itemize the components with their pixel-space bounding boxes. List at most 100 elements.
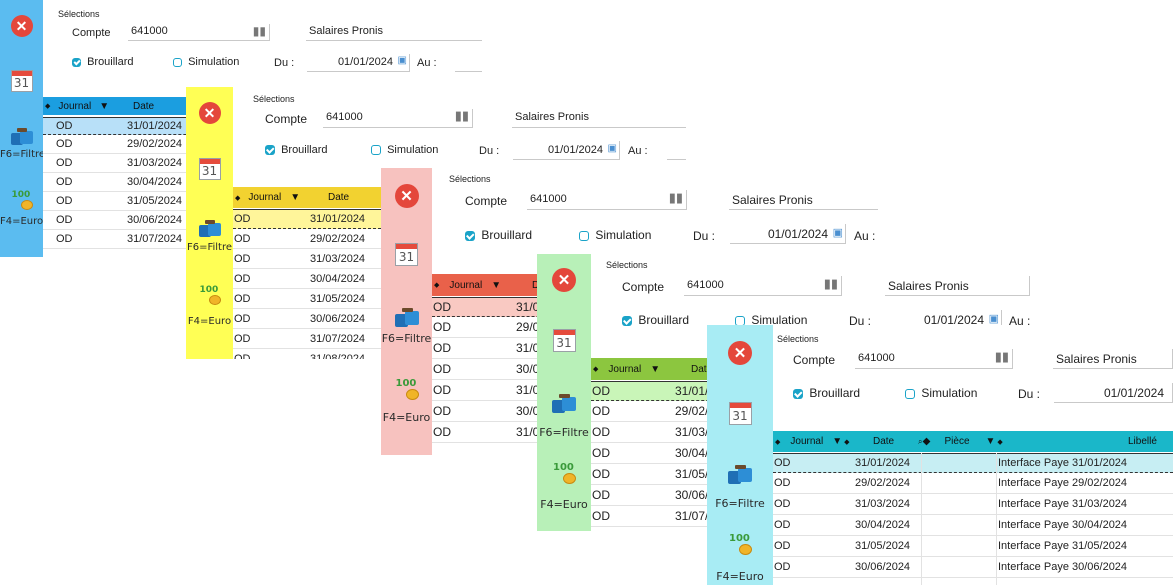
close-icon: ✕ [198, 102, 221, 124]
header-date[interactable]: Date [328, 192, 350, 203]
header-journal[interactable]: ◆ Journal ▼ [45, 100, 110, 112]
euro-button[interactable]: 100 F4=Euro [0, 190, 43, 227]
sidebar: ✕ 31 F6=Filtre 100 F4=Euro [537, 254, 591, 531]
compte-input[interactable]: 641000 ▮▮ [855, 349, 1013, 369]
simulation-checkbox[interactable]: Simulation [579, 228, 651, 242]
checkbox-unchecked [371, 145, 381, 156]
close-icon: ✕ [728, 341, 752, 365]
checkbox-unchecked [173, 57, 182, 67]
au-label: Au : [628, 145, 648, 157]
au-date-input[interactable] [667, 141, 686, 160]
close-button[interactable]: ✕ [0, 15, 43, 37]
brouillard-checkbox[interactable]: Brouillard [72, 56, 134, 68]
header-date[interactable]: Date [133, 100, 155, 112]
sidebar: ✕ 31 F6=Filtre 100 F4=Euro [707, 325, 773, 585]
binoculars-icon[interactable]: ▮▮ [252, 24, 266, 38]
close-button[interactable]: ✕ [381, 184, 432, 208]
table-row[interactable]: OD 30/06/2024 Interface Paye 30/06/2024 [773, 557, 1173, 578]
table-row[interactable]: OD 31/08/2024 [233, 349, 686, 360]
calendar-picker-icon[interactable]: ▣ [607, 143, 617, 154]
binoculars-icon[interactable]: ▮▮ [994, 350, 1009, 365]
close-button[interactable]: ✕ [707, 341, 773, 365]
filter-button[interactable]: F6=Filtre [381, 308, 432, 345]
header-journal[interactable]: ◆ Journal ▼ [593, 363, 661, 375]
calendar-button[interactable]: 31 [707, 402, 773, 425]
close-button[interactable]: ✕ [186, 102, 233, 124]
brouillard-checkbox[interactable]: Brouillard [622, 313, 689, 327]
header-libelle[interactable]: Libellé [1128, 436, 1157, 447]
header-piece[interactable]: ⌕◆ Pièce ▼ ◆ [918, 436, 1003, 447]
binoculars-icon[interactable]: ▮▮ [823, 277, 838, 292]
euro-label: F4=Euro [382, 411, 431, 424]
simulation-checkbox[interactable]: Simulation [905, 386, 977, 400]
filter-label: F6=Filtre [186, 242, 233, 253]
header-date[interactable]: Date [873, 436, 895, 447]
table-row[interactable]: OD 31/03/2024 Interface Paye 31/03/2024 [773, 494, 1173, 515]
compte-input[interactable]: 641000 ▮▮ [527, 190, 687, 210]
checkbox-unchecked [905, 388, 915, 399]
selections-label: Sélections [606, 260, 648, 270]
table-row[interactable]: OD 31/05/2024 Interface Paye 31/05/2024 [773, 536, 1173, 557]
euro-button[interactable]: 100 F4=Euro [186, 285, 233, 327]
brouillard-checkbox[interactable]: Brouillard [265, 144, 328, 156]
du-date-input[interactable]: 01/01/2024 ▣ [307, 54, 410, 72]
simulation-checkbox[interactable]: Simulation [173, 56, 239, 68]
header-journal[interactable]: ◆ Journal ▼ [434, 279, 502, 291]
column-divider [996, 453, 997, 585]
filter-label: F6=Filtre [539, 426, 589, 439]
table-row[interactable]: OD 29/02/2024 Interface Paye 29/02/2024 [773, 473, 1173, 494]
brouillard-checkbox[interactable]: Brouillard [793, 386, 860, 400]
checkbox-checked [72, 57, 81, 67]
compte-name-field: Salaires Pronis [729, 190, 878, 210]
sidebar: ✕ 31 F6=Filtre 100 F4=Euro [381, 168, 432, 455]
binoculars-icon[interactable]: ▮▮ [668, 191, 683, 206]
au-date-input[interactable] [455, 54, 482, 72]
brouillard-checkbox[interactable]: Brouillard [465, 228, 532, 242]
calendar-icon: 31 [552, 329, 576, 352]
filter-icon [198, 220, 221, 238]
compte-label: Compte [465, 194, 508, 208]
calendar-picker-icon[interactable]: ▣ [397, 55, 407, 66]
du-date-input[interactable]: 01/01/2024 ▣ [513, 141, 620, 160]
euro-button[interactable]: 100 F4=Euro [381, 378, 432, 424]
compte-name-field: Salaires Pronis [512, 109, 686, 128]
compte-input[interactable]: 641000 ▮▮ [684, 276, 842, 296]
calendar-icon: 31 [198, 158, 221, 180]
compte-input[interactable]: 641000 ▮▮ [323, 109, 473, 128]
compte-name-field: Salaires Pronis [885, 276, 1030, 296]
calendar-button[interactable]: 31 [381, 243, 432, 266]
table-row-selected[interactable]: OD 31/01/2024 Interface Paye 31/01/2024 [773, 453, 1173, 473]
selections-label: Sélections [58, 9, 100, 19]
du-date-input[interactable]: 01/01/2024 [1054, 383, 1173, 403]
close-icon: ✕ [394, 184, 419, 208]
filter-button[interactable]: F6=Filtre [0, 128, 46, 160]
filter-label: F6=Filtre [0, 149, 46, 160]
calendar-picker-icon[interactable]: ▣ [832, 227, 843, 239]
simulation-checkbox[interactable]: Simulation [371, 144, 438, 156]
compte-name-field: Salaires Pronis [306, 24, 482, 41]
compte-label: Compte [622, 280, 665, 294]
euro-icon: 100 [552, 462, 576, 484]
close-button[interactable]: ✕ [537, 268, 591, 292]
calendar-picker-icon[interactable]: ▣ [988, 313, 999, 325]
euro-icon: 100 [395, 378, 419, 400]
header-date[interactable]: Date [691, 363, 713, 375]
filter-button[interactable]: F6=Filtre [186, 220, 233, 253]
header-journal[interactable]: ◆ Journal ▼ [235, 192, 301, 203]
filter-button[interactable]: F6=Filtre [707, 465, 773, 510]
header-journal[interactable]: ◆ Journal ▼ ◆ [775, 436, 850, 447]
calendar-icon: 31 [728, 402, 752, 425]
table-row[interactable]: OD 30/04/2024 Interface Paye 30/04/2024 [773, 515, 1173, 536]
calendar-button[interactable]: 31 [537, 329, 591, 352]
au-label: Au : [417, 57, 437, 69]
euro-button[interactable]: 100 F4=Euro [707, 533, 773, 583]
binoculars-icon[interactable]: ▮▮ [454, 109, 469, 124]
du-date-input[interactable]: 01/01/2024 ▣ [730, 224, 846, 244]
calendar-button[interactable]: 31 [0, 70, 43, 92]
compte-input[interactable]: 641000 ▮▮ [128, 24, 270, 41]
filter-button[interactable]: F6=Filtre [537, 394, 591, 439]
euro-button[interactable]: 100 F4=Euro [537, 462, 591, 511]
calendar-button[interactable]: 31 [186, 158, 233, 180]
euro-label: F4=Euro [0, 216, 44, 227]
entries-grid: ◆ Journal ▼ ◆ Date ⌕◆ Pièce ▼ ◆ Libellé OD 31/… [773, 431, 1173, 585]
